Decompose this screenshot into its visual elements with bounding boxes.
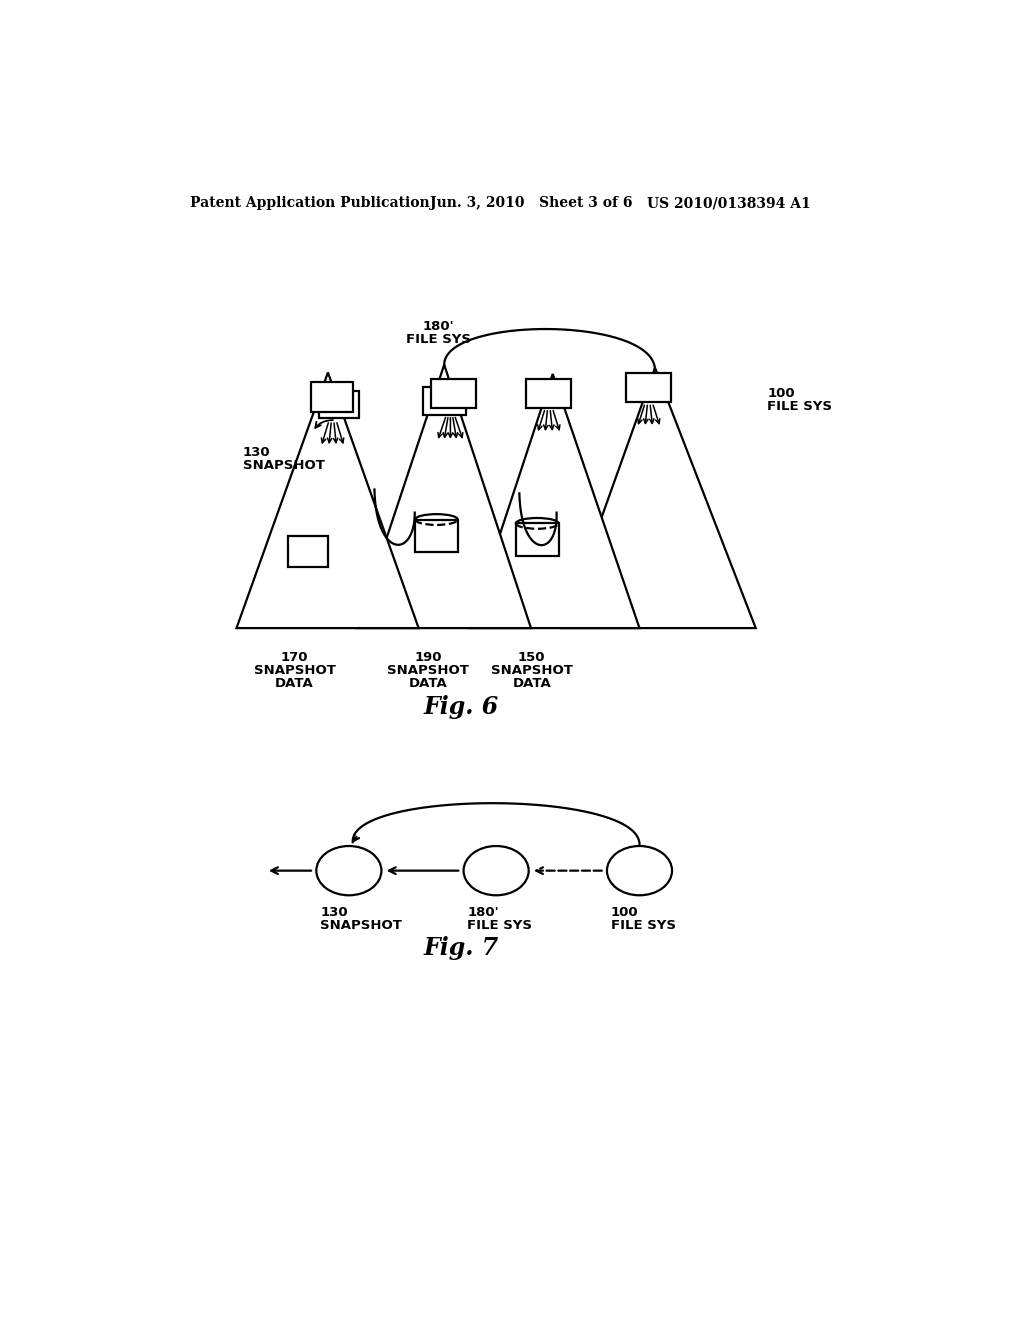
Ellipse shape [607,846,672,895]
Polygon shape [562,368,756,628]
Text: 100: 100 [767,387,795,400]
Bar [526,379,571,408]
Text: 180': 180' [467,906,499,919]
Bar [288,536,328,566]
Text: 130: 130 [243,446,270,459]
Text: 170: 170 [281,651,308,664]
Text: 180': 180' [422,319,454,333]
Ellipse shape [316,846,381,895]
Text: SNAPSHOT: SNAPSHOT [254,664,336,677]
Text: 150: 150 [518,651,546,664]
Text: FILE SYS: FILE SYS [767,400,833,413]
Polygon shape [356,364,531,628]
Text: 130: 130 [321,906,348,919]
Bar [627,374,672,403]
Text: SNAPSHOT: SNAPSHOT [490,664,572,677]
Text: FILE SYS: FILE SYS [406,333,470,346]
Polygon shape [469,374,640,628]
Text: US 2010/0138394 A1: US 2010/0138394 A1 [647,197,811,210]
Ellipse shape [464,846,528,895]
Bar [415,520,458,552]
Bar [423,387,466,414]
Text: 190: 190 [414,651,441,664]
Text: DATA: DATA [409,677,447,690]
Bar [310,383,353,412]
Text: SNAPSHOT: SNAPSHOT [321,919,402,932]
Text: Patent Application Publication: Patent Application Publication [190,197,430,210]
Text: Fig. 7: Fig. 7 [424,936,499,960]
Text: 100: 100 [611,906,638,919]
Bar [516,523,558,556]
Polygon shape [237,372,419,628]
Text: Jun. 3, 2010   Sheet 3 of 6: Jun. 3, 2010 Sheet 3 of 6 [430,197,633,210]
Text: FILE SYS: FILE SYS [611,919,676,932]
Bar [431,379,476,408]
Text: DATA: DATA [512,677,551,690]
Text: SNAPSHOT: SNAPSHOT [387,664,469,677]
Text: SNAPSHOT: SNAPSHOT [243,459,325,473]
Text: Fig. 6: Fig. 6 [424,694,499,718]
Text: FILE SYS: FILE SYS [467,919,532,932]
Bar [318,391,359,418]
Text: DATA: DATA [275,677,314,690]
